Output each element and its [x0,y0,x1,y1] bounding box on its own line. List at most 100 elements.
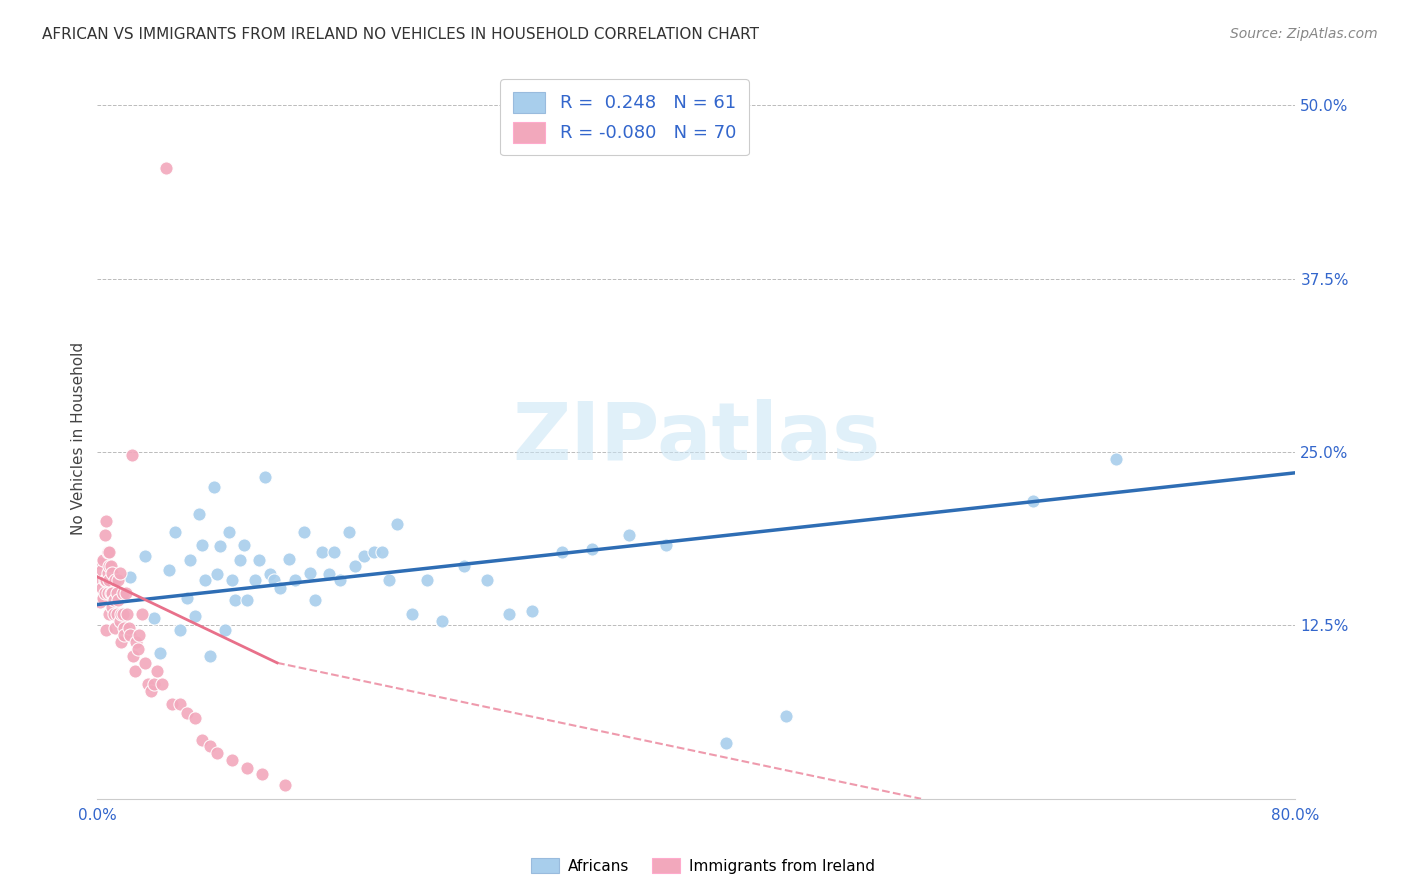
Point [101,600,124,615]
Point [125,635,148,649]
Point [155,161,177,175]
Point [169,623,191,637]
Point [655,538,678,552]
Point [98,573,121,587]
Point [103,607,125,622]
Point [581,542,603,557]
Point [87,556,110,570]
Point [100,586,122,600]
Point [188,508,211,522]
Point [475,573,498,587]
Point [228,553,250,567]
Point [353,549,375,563]
Legend: R =  0.248   N = 61, R = -0.080   N = 70: R = 0.248 N = 61, R = -0.080 N = 70 [501,79,749,155]
Point [194,573,217,587]
Point [121,448,143,462]
Point [110,635,132,649]
Text: AFRICAN VS IMMIGRANTS FROM IRELAND NO VEHICLES IN HOUSEHOLD CORRELATION CHART: AFRICAN VS IMMIGRANTS FROM IRELAND NO VE… [42,27,759,42]
Point [111,586,134,600]
Point [183,711,205,725]
Y-axis label: No Vehicles in Household: No Vehicles in Household [72,342,86,534]
Point [169,698,191,712]
Point [143,611,166,625]
Point [236,593,259,607]
Point [259,567,281,582]
Point [224,593,246,607]
Point [202,480,225,494]
Point [134,656,156,670]
Point [122,648,145,663]
Point [273,778,295,792]
Point [118,621,141,635]
Point [107,573,129,587]
Point [304,593,326,607]
Point [94,573,117,587]
Point [112,621,135,635]
Point [775,708,797,723]
Point [97,586,120,600]
Point [96,623,118,637]
Point [101,586,124,600]
Point [127,642,149,657]
Point [136,676,159,690]
Point [329,573,352,587]
Point [371,545,394,559]
Point [143,676,166,690]
Point [416,573,439,587]
Point [716,736,738,750]
Point [141,683,163,698]
Point [218,525,240,540]
Point [89,573,111,587]
Point [150,676,173,690]
Point [98,607,121,622]
Point [183,608,205,623]
Point [120,570,142,584]
Point [198,739,221,753]
Point [94,528,117,542]
Point [120,628,142,642]
Point [323,545,346,559]
Point [101,566,124,580]
Point [363,545,385,559]
Point [105,586,128,600]
Point [243,573,266,587]
Point [1022,493,1045,508]
Point [103,593,125,607]
Point [93,591,115,605]
Point [134,549,156,563]
Point [149,646,172,660]
Point [157,563,180,577]
Point [453,558,475,573]
Point [498,607,520,622]
Point [1105,451,1128,466]
Point [311,545,333,559]
Point [98,545,121,559]
Point [94,586,117,600]
Point [114,586,136,600]
Point [378,573,401,587]
Point [146,664,169,678]
Point [269,581,291,595]
Point [284,573,307,587]
Point [90,563,112,577]
Point [97,545,120,559]
Point [105,607,128,622]
Point [233,538,256,552]
Point [165,525,187,540]
Point [221,573,243,587]
Point [124,664,146,678]
Legend: Africans, Immigrants from Ireland: Africans, Immigrants from Ireland [524,852,882,880]
Point [343,558,366,573]
Point [117,607,139,622]
Point [236,761,259,775]
Text: ZIPatlas: ZIPatlas [512,399,880,477]
Point [191,538,214,552]
Point [250,766,273,780]
Point [401,607,423,622]
Point [247,553,270,567]
Point [191,733,214,747]
Point [131,607,153,622]
Point [430,614,453,628]
Point [263,573,285,587]
Point [179,553,201,567]
